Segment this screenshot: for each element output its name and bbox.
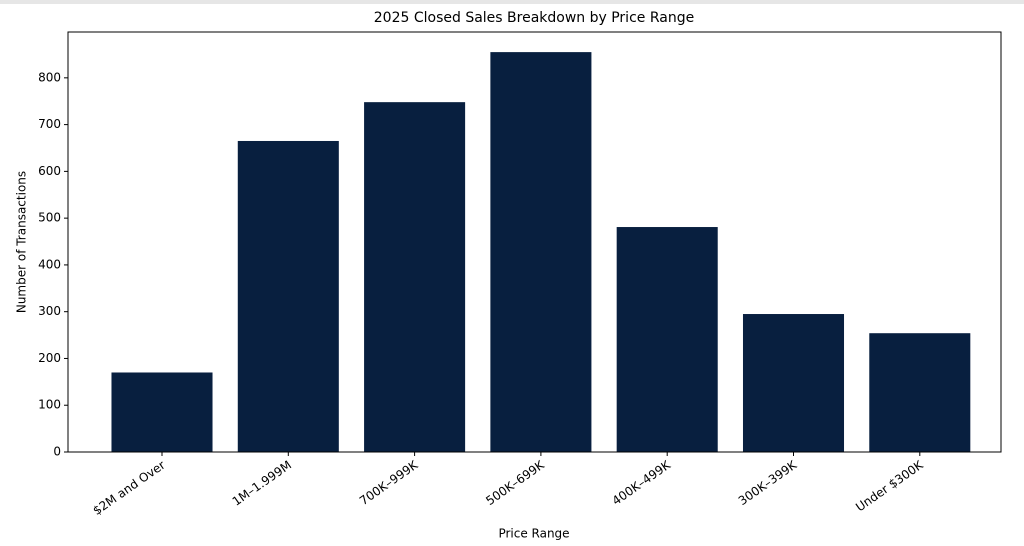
bar xyxy=(490,52,592,452)
y-tick-label: 700 xyxy=(38,117,61,131)
x-tick-label: 400K–499K xyxy=(610,457,674,508)
y-axis-label: Number of Transactions xyxy=(15,171,29,313)
bar xyxy=(869,333,971,452)
chart-title: 2025 Closed Sales Breakdown by Price Ran… xyxy=(374,10,694,26)
y-tick-label: 500 xyxy=(38,211,61,225)
x-tick-label: 700K–999K xyxy=(357,457,421,508)
y-tick-label: 300 xyxy=(38,304,61,318)
bar xyxy=(237,140,339,452)
y-tick-label: 400 xyxy=(38,257,61,271)
plot-frame xyxy=(67,31,1002,453)
x-tick-label: 1M–1.999M xyxy=(230,458,294,509)
bar xyxy=(111,372,213,452)
y-tick-label: 0 xyxy=(53,445,61,459)
x-tick-label: $2M and Over xyxy=(90,458,167,518)
bar xyxy=(742,314,845,452)
x-tick-label: 300K–399K xyxy=(736,457,800,508)
y-tick-label: 100 xyxy=(38,398,61,412)
bar xyxy=(616,227,718,452)
x-axis-label: Price Range xyxy=(498,527,569,541)
window-edge xyxy=(0,0,1024,4)
y-tick-label: 200 xyxy=(38,351,61,365)
y-tick-label: 600 xyxy=(38,164,61,178)
x-tick-label: 500K–699K xyxy=(483,457,547,508)
x-tick-label: Under $300K xyxy=(853,457,926,514)
bar xyxy=(364,102,466,453)
y-tick-label: 800 xyxy=(38,70,61,84)
